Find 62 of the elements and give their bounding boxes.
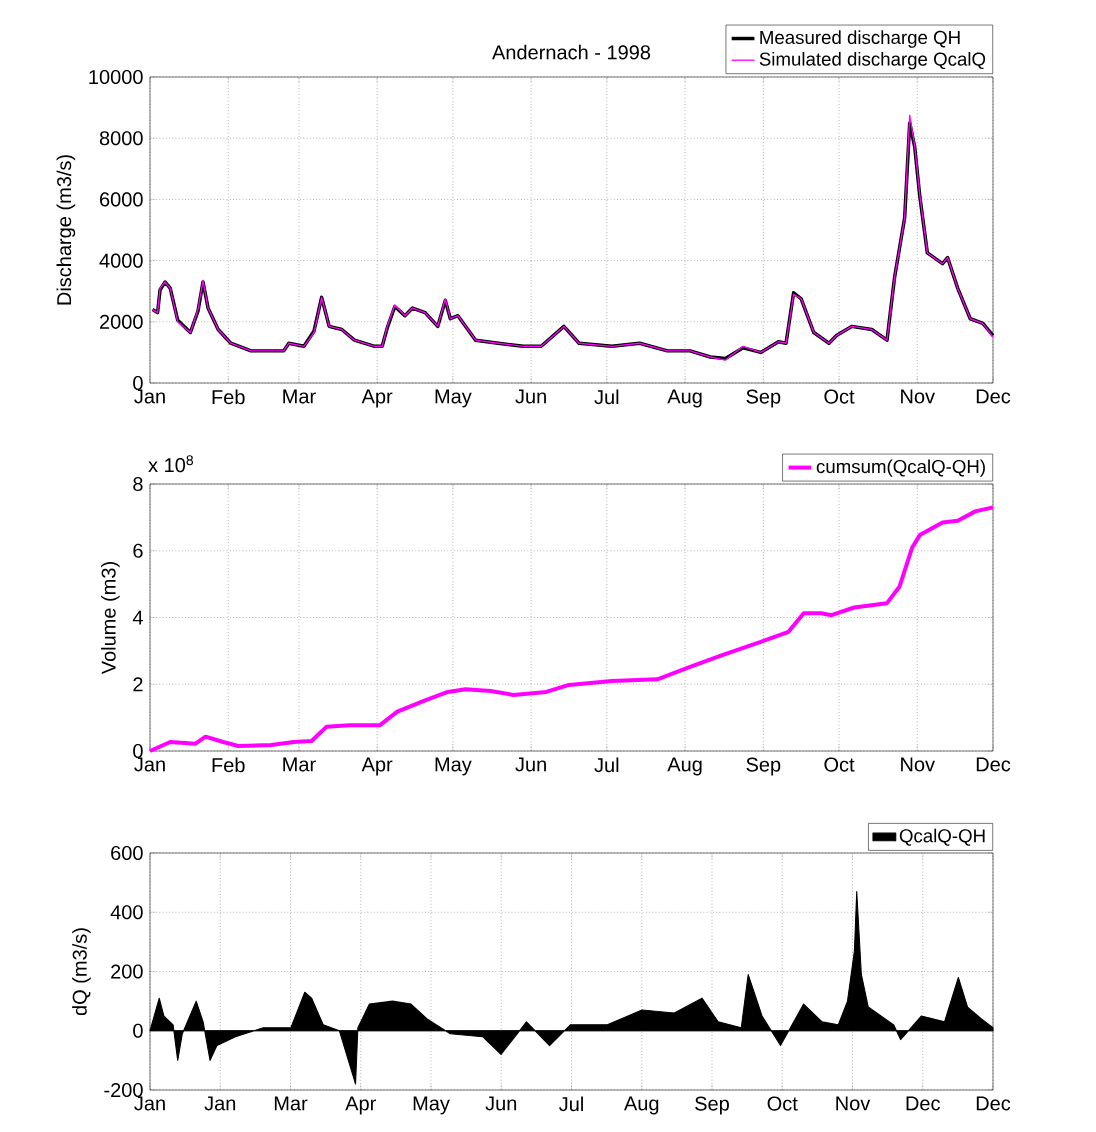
- y-axis-title: Discharge (m3/s): [56, 155, 76, 305]
- y-axis-title: Volume (m3): [101, 562, 120, 675]
- x-tick-label: Apr: [361, 757, 393, 776]
- y-tick-label: 6: [133, 543, 143, 558]
- y-tick-label: 200: [111, 964, 143, 979]
- x-tick-label: Jan: [134, 757, 165, 772]
- y-tick-label: 2: [133, 677, 143, 692]
- x-tick-label: Sep: [695, 1096, 729, 1115]
- y-tick-label: -200: [104, 1082, 143, 1098]
- x-tick-label: Jul: [594, 389, 619, 405]
- x-tick-label: Oct: [824, 757, 855, 772]
- x-tick-label: Nov: [836, 1096, 871, 1111]
- x-tick-label: Sep: [746, 389, 781, 408]
- x-tick-label: Jan: [134, 1096, 165, 1111]
- y-tick-label: 400: [110, 905, 143, 920]
- y-tick-label: 6000: [100, 192, 143, 207]
- x-tick-label: Nov: [901, 389, 935, 404]
- x-tick-label: Dec: [976, 757, 1011, 772]
- x-tick-label: May: [435, 389, 472, 408]
- x-tick-label: Apr: [345, 1096, 376, 1115]
- x-tick-label: Feb: [212, 389, 245, 405]
- x-tick-label: Jul: [559, 1096, 583, 1112]
- x-tick-label: Dec: [976, 1096, 1011, 1111]
- x-tick-label: Jun: [515, 757, 546, 772]
- x-tick-label: Oct: [767, 1096, 798, 1111]
- x-tick-label: Mar: [283, 757, 316, 772]
- legend-label: Simulated discharge QcalQ: [759, 52, 986, 70]
- x-tick-label: Mar: [274, 1096, 308, 1111]
- y-axis-title: dQ (m3/s): [72, 928, 91, 1016]
- x-tick-label: Jun: [485, 1096, 517, 1111]
- x-tick-label: Apr: [361, 389, 393, 408]
- y-tick-label: 8000: [99, 131, 143, 146]
- x-tick-label: Nov: [901, 757, 935, 772]
- y-tick-label: 0: [133, 375, 143, 391]
- x-tick-label: Oct: [824, 389, 855, 404]
- legend-label: Measured discharge QH: [760, 30, 960, 48]
- x-tick-label: Dec: [976, 389, 1011, 404]
- x-tick-label: Jun: [515, 389, 546, 404]
- x-tick-label: Sep: [746, 757, 781, 776]
- y-tick-label: 4000: [99, 253, 143, 268]
- x-tick-label: Jan: [134, 389, 165, 404]
- x-tick-label: May: [413, 1096, 450, 1115]
- y-tick-label: 8: [133, 476, 143, 492]
- legend-label: QcalQ-QH: [899, 828, 985, 846]
- x-tick-label: Feb: [212, 757, 245, 773]
- x-tick-label: Aug: [624, 1096, 659, 1115]
- x-tick-label: May: [435, 757, 472, 776]
- y-tick-label: 4: [132, 610, 143, 625]
- x-tick-label: Jan: [204, 1096, 236, 1111]
- x-tick-label: Dec: [906, 1096, 940, 1111]
- x-tick-label: Aug: [667, 757, 702, 776]
- chart-title: Andernach - 1998: [492, 44, 651, 60]
- x-tick-label: Jul: [594, 757, 619, 773]
- x-tick-label: Aug: [667, 389, 702, 408]
- legend-label: cumsum(QcalQ-QH): [816, 459, 985, 477]
- x-tick-label: Mar: [283, 389, 316, 404]
- y-tick-label: 10000: [89, 69, 143, 85]
- text: x 10$^{8}$: [148, 455, 194, 473]
- y-tick-label: 600: [111, 845, 143, 861]
- y-tick-label: 0: [133, 1023, 143, 1038]
- y-tick-label: 2000: [100, 314, 143, 329]
- y-tick-label: 0: [133, 743, 143, 759]
